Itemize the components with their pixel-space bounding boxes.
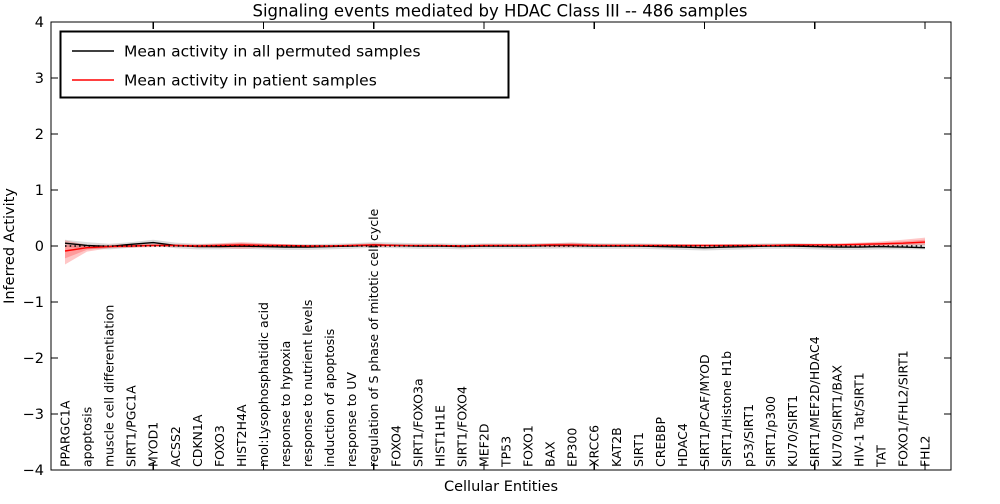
x-category-label: EP300 [565,428,580,467]
x-category-label: MYOD1 [146,422,161,467]
y-axis-label: Inferred Activity [2,188,18,304]
x-category-label: response to UV [344,372,359,467]
chart-title: Signaling events mediated by HDAC Class … [252,2,747,21]
x-category-label: CREBBP [653,417,668,467]
x-category-label: mol:Lysophosphatidic acid [256,302,271,467]
x-category-label: BAX [543,441,558,467]
x-category-label: KAT2B [609,427,624,467]
x-category-label: SIRT1/PGC1A [124,385,139,467]
y-tick-label: 0 [35,239,44,255]
y-tick-label: −1 [23,295,44,311]
x-category-label: ACSS2 [168,426,183,467]
x-category-label: TP53 [499,436,514,468]
x-category-label: apoptosis [80,407,95,467]
x-category-label: regulation of S phase of mitotic cell cy… [366,208,381,467]
x-category-label: TAT [873,445,888,468]
x-category-label: SIRT1/FOXO3a [410,378,425,467]
x-category-label: FOXO1/FHL2/SIRT1 [895,350,910,467]
x-category-label: HIV-1 Tat/SIRT1 [851,372,866,467]
x-category-label: FHL2 [917,435,932,467]
y-tick-labels: 4 3 2 1 0 −1 −2 −3 −4 [23,15,44,479]
y-tick-label: −2 [23,351,44,367]
uncertainty-bands [65,237,925,265]
x-category-label: SIRT1/PCAF/MYOD [697,354,712,467]
x-category-label: p53/SIRT1 [741,404,756,467]
line-patient [64,241,926,252]
x-category-label: SIRT1/FOXO4 [454,386,469,467]
x-category-label: KU70/SIRT1/BAX [829,365,844,467]
legend-label-permuted: Mean activity in all permuted samples [124,43,421,61]
y-tick-label: 3 [35,71,44,87]
x-category-label: SIRT1 [631,432,646,467]
x-category-label: FOXO1 [521,425,536,467]
x-axis-label: Cellular Entities [444,479,558,495]
x-category-label: FOXO4 [388,425,403,467]
legend-label-patient: Mean activity in patient samples [124,72,377,90]
x-category-label: MEF2D [476,424,491,467]
plot-border [50,21,952,471]
x-category-label: SIRT1/p300 [763,396,778,467]
x-category-label: HIST2H4A [234,404,249,467]
x-category-label: FOXO3 [212,425,227,467]
y-tick-label: 4 [35,15,44,31]
y-tick-label: 2 [35,127,44,143]
x-category-label: muscle cell differentiation [102,305,117,467]
legend-box [59,30,510,99]
y-tick-label: 1 [35,183,44,199]
x-category-label: SIRT1/MEF2D/HDAC4 [807,336,822,467]
axis-ticks [51,21,951,471]
y-tick-label: −4 [23,463,44,479]
x-category-label: response to hypoxia [278,341,293,467]
x-category-label: XRCC6 [587,425,602,467]
x-category-label: HDAC4 [675,423,690,467]
x-category-label: HIST1H1E [432,405,447,467]
x-category-label: SIRT1/Histone H1b [719,351,734,467]
x-category-label: response to nutrient levels [300,300,315,467]
x-tick-labels: PPARGC1A apoptosis muscle cell differentia… [58,208,933,468]
x-category-label: KU70/SIRT1 [785,395,800,467]
y-tick-label: −3 [23,407,44,423]
series-lines [64,241,926,252]
band-patient [65,237,925,265]
x-category-label: induction of apoptosis [322,329,337,467]
x-category-label: CDKN1A [190,414,205,467]
x-category-label: PPARGC1A [58,400,73,467]
legend: Mean activity in all permuted samples Me… [59,30,510,99]
